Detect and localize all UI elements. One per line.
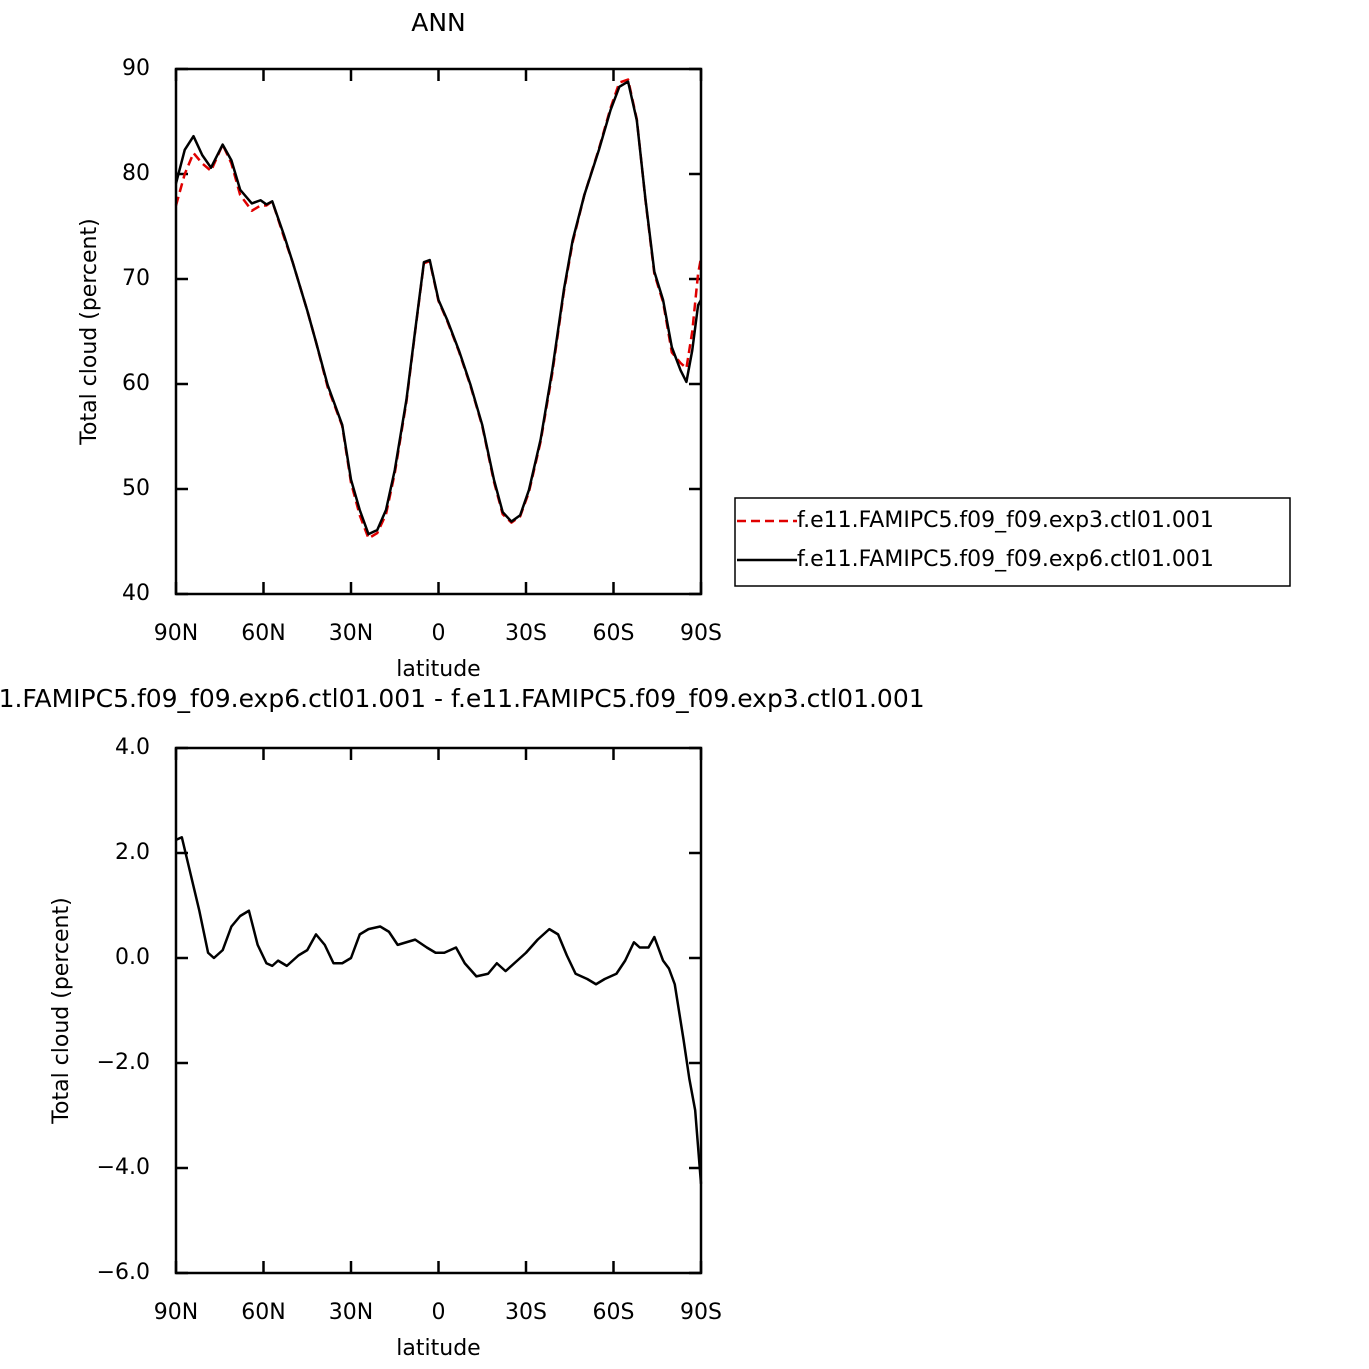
y-tick-label: 0.0 xyxy=(115,945,150,970)
x-tick-label: 90N xyxy=(154,1300,198,1325)
plot-frame xyxy=(174,67,703,596)
chart-title: f.e11.FAMIPC5.f09_f09.exp6.ctl01.001 - f… xyxy=(0,684,925,713)
y-tick-label: 60 xyxy=(122,371,150,396)
y-tick-label: 2.0 xyxy=(115,840,150,865)
y-tick-label: −6.0 xyxy=(97,1260,150,1285)
data-line xyxy=(174,78,703,540)
legend-label: f.e11.FAMIPC5.f09_f09.exp3.ctl01.001 xyxy=(797,508,1214,533)
y-tick-label: 40 xyxy=(122,581,150,606)
x-tick-label: 60S xyxy=(593,1300,635,1325)
x-tick-label: 30N xyxy=(329,1300,373,1325)
y-tick-label: 90 xyxy=(122,56,150,81)
x-tick-label: 30S xyxy=(505,1300,547,1325)
legend-label: f.e11.FAMIPC5.f09_f09.exp6.ctl01.001 xyxy=(797,547,1214,572)
y-axis-label: Total cloud (percent) xyxy=(77,218,102,445)
data-line xyxy=(174,80,703,536)
y-tick-label: 50 xyxy=(122,476,150,501)
x-tick-label: 60S xyxy=(593,621,635,646)
x-axis-label: latitude xyxy=(396,1336,480,1361)
x-tick-label: 90S xyxy=(680,1300,722,1325)
x-tick-label: 0 xyxy=(432,1300,446,1325)
plot-frame xyxy=(174,746,703,1275)
legend-box xyxy=(734,497,1291,587)
x-tick-label: 90S xyxy=(680,621,722,646)
data-line xyxy=(175,836,703,1184)
x-tick-label: 90N xyxy=(154,621,198,646)
x-axis-label: latitude xyxy=(396,657,480,682)
chart-title: ANN xyxy=(411,8,466,37)
y-tick-label: −2.0 xyxy=(97,1050,150,1075)
y-tick-label: 4.0 xyxy=(115,735,150,760)
y-tick-label: −4.0 xyxy=(97,1155,150,1180)
x-tick-label: 30N xyxy=(329,621,373,646)
y-tick-label: 70 xyxy=(122,266,150,291)
x-tick-label: 60N xyxy=(241,1300,285,1325)
y-tick-label: 80 xyxy=(122,161,150,186)
x-tick-label: 0 xyxy=(432,621,446,646)
x-tick-label: 30S xyxy=(505,621,547,646)
x-tick-label: 60N xyxy=(241,621,285,646)
y-axis-label: Total cloud (percent) xyxy=(49,897,74,1124)
